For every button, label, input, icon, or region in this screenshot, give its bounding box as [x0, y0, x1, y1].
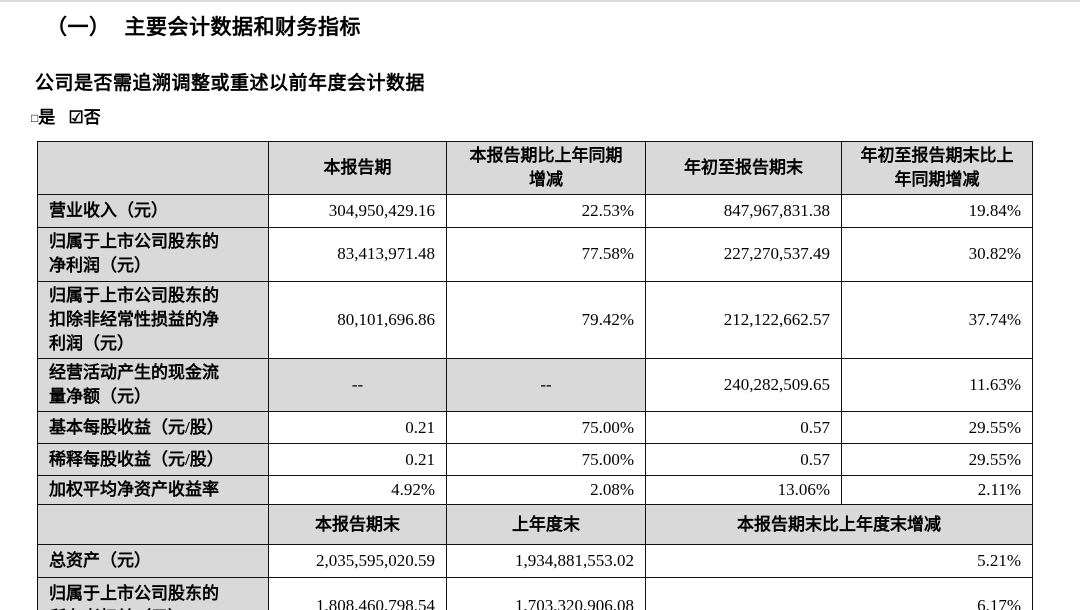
value-cell: 5.21% [645, 544, 1033, 579]
checkbox-no: ☑否 [69, 108, 101, 127]
value-cell: 4.92% [268, 475, 447, 506]
checkbox-unchecked-icon: □ [31, 111, 39, 125]
value-cell: 77.58% [446, 227, 646, 282]
value-cell: 13.06% [645, 475, 842, 506]
table-row-net-profit-excl-nonrecurring: 归属于上市公司股东的 扣除非经常性损益的净 利润（元） 80,101,696.8… [37, 280, 1033, 359]
value-cell: 1,934,881,553.02 [446, 544, 646, 579]
column-header-empty [37, 504, 269, 546]
section-number: （一） [46, 15, 111, 39]
restate-answer-line: □是 ☑否 [31, 103, 1080, 128]
window-top-edge [0, 0, 1080, 2]
row-label: 经营活动产生的现金流 量净额（元） [37, 357, 269, 413]
value-cell: 0.57 [645, 443, 842, 477]
section-heading: 主要会计数据和财务指标 [124, 15, 361, 39]
page-title: （一） 主要会计数据和财务指标 [46, 11, 1080, 41]
value-cell: 83,413,971.48 [268, 227, 447, 282]
table-row-total-assets: 总资产（元） 2,035,595,020.59 1,934,881,553.02… [37, 544, 1033, 579]
row-label: 加权平均净资产收益率 [37, 475, 269, 506]
row-label: 总资产（元） [37, 544, 269, 579]
restate-question-text: 公司是否需追溯调整或重述以前年度会计数据 [35, 73, 426, 94]
value-cell: 30.82% [841, 227, 1033, 282]
row-label: 归属于上市公司股东的 净利润（元） [37, 227, 269, 282]
value-cell: 0.21 [268, 411, 447, 445]
value-cell: 304,950,429.16 [268, 194, 447, 229]
value-cell: 227,270,537.49 [645, 227, 842, 282]
column-header-period-yoy-change: 本报告期比上年同期 增减 [446, 140, 646, 196]
value-cell: 75.00% [446, 443, 646, 477]
financial-indicators-table: 本报告期 本报告期比上年同期 增减 年初至报告期末 年初至报告期末比上 年同期增… [37, 140, 1033, 610]
table-row-basic-eps: 基本每股收益（元/股） 0.21 75.00% 0.57 29.55% [37, 411, 1033, 445]
table-row-operating-cash-flow: 经营活动产生的现金流 量净额（元） -- -- 240,282,509.65 1… [37, 357, 1033, 413]
value-cell: 2.08% [446, 475, 646, 506]
checkbox-yes: □是 [31, 108, 55, 127]
value-cell: 847,967,831.38 [645, 194, 842, 229]
value-cell: 1,808,460,798.54 [268, 577, 447, 610]
value-cell-dash: -- [268, 357, 447, 413]
row-label: 营业收入（元） [37, 194, 269, 229]
value-cell: 29.55% [841, 411, 1033, 445]
value-cell: 1,703,320,906.08 [446, 577, 646, 610]
column-header-current-period: 本报告期 [268, 140, 447, 196]
table-row-diluted-eps: 稀释每股收益（元/股） 0.21 75.00% 0.57 29.55% [37, 443, 1033, 477]
checkbox-no-label: 否 [83, 108, 101, 127]
value-cell: 80,101,696.86 [268, 280, 447, 359]
value-cell: 2.11% [841, 475, 1033, 506]
value-cell: 75.00% [446, 411, 646, 445]
value-cell: 240,282,509.65 [645, 357, 842, 413]
table-row-net-profit: 归属于上市公司股东的 净利润（元） 83,413,971.48 77.58% 2… [37, 227, 1033, 282]
value-cell-dash: -- [446, 357, 646, 413]
value-cell: 79.42% [446, 280, 646, 359]
column-header-end-change: 本报告期末比上年度末增减 [645, 504, 1033, 546]
column-header-ytd: 年初至报告期末 [645, 140, 842, 196]
row-label: 归属于上市公司股东的 所有者权益（元） [37, 577, 269, 610]
column-header-empty [37, 140, 269, 196]
checkbox-yes-label: 是 [38, 108, 56, 127]
value-cell: 11.63% [841, 357, 1033, 413]
table-row-weighted-avg-roe: 加权平均净资产收益率 4.92% 2.08% 13.06% 2.11% [37, 475, 1033, 506]
value-cell: 6.17% [645, 577, 1033, 610]
table-header-row-period: 本报告期 本报告期比上年同期 增减 年初至报告期末 年初至报告期末比上 年同期增… [37, 140, 1033, 196]
checkbox-checked-icon: ☑ [68, 108, 84, 127]
table-row-shareholders-equity: 归属于上市公司股东的 所有者权益（元） 1,808,460,798.54 1,7… [37, 577, 1033, 610]
table-header-row-balance: 本报告期末 上年度末 本报告期末比上年度末增减 [37, 504, 1033, 546]
row-label: 稀释每股收益（元/股） [37, 443, 269, 477]
column-header-end-of-period: 本报告期末 [268, 504, 447, 546]
value-cell: 212,122,662.57 [645, 280, 842, 359]
value-cell: 37.74% [841, 280, 1033, 359]
column-header-end-of-last-year: 上年度末 [446, 504, 646, 546]
value-cell: 2,035,595,020.59 [268, 544, 447, 579]
value-cell: 22.53% [446, 194, 646, 229]
value-cell: 0.21 [268, 443, 447, 477]
row-label: 归属于上市公司股东的 扣除非经常性损益的净 利润（元） [37, 280, 269, 359]
column-header-ytd-yoy-change: 年初至报告期末比上 年同期增减 [841, 140, 1033, 196]
table-row-revenue: 营业收入（元） 304,950,429.16 22.53% 847,967,83… [37, 194, 1033, 229]
row-label: 基本每股收益（元/股） [37, 411, 269, 445]
value-cell: 29.55% [841, 443, 1033, 477]
value-cell: 19.84% [841, 194, 1033, 229]
value-cell: 0.57 [645, 411, 842, 445]
